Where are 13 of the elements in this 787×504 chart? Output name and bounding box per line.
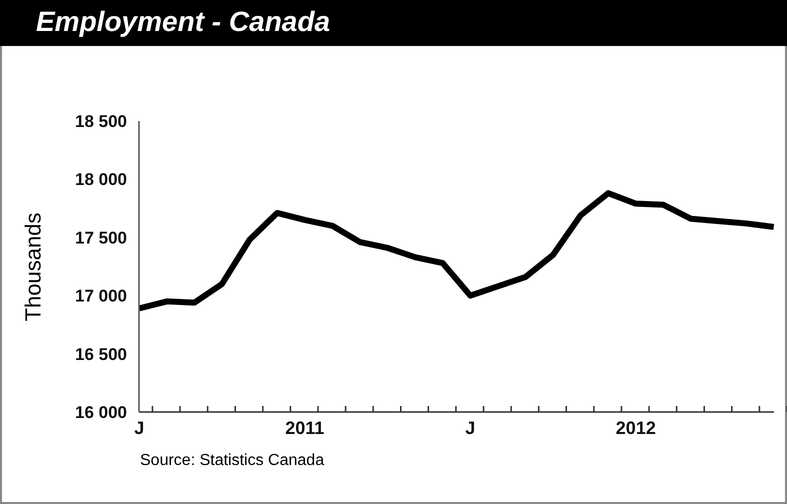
source-note: Source: Statistics Canada [140,452,324,470]
y-tick-label: 16 000 [75,403,127,422]
y-tick-label: 17 000 [75,286,127,306]
x-tick-label: J [465,418,476,438]
y-axis-title: Thousands [20,212,46,321]
x-tick-label: 2012 [616,418,656,438]
x-tick-label: J [134,418,144,438]
y-tick-label: 16 500 [75,344,127,364]
x-tick-label: 2011 [285,418,324,438]
y-tick-label: 17 500 [75,228,127,248]
chart-title: Employment - Canada [36,6,330,38]
y-tick-label: 18 500 [75,112,127,131]
y-tick-label: 18 000 [75,170,127,190]
